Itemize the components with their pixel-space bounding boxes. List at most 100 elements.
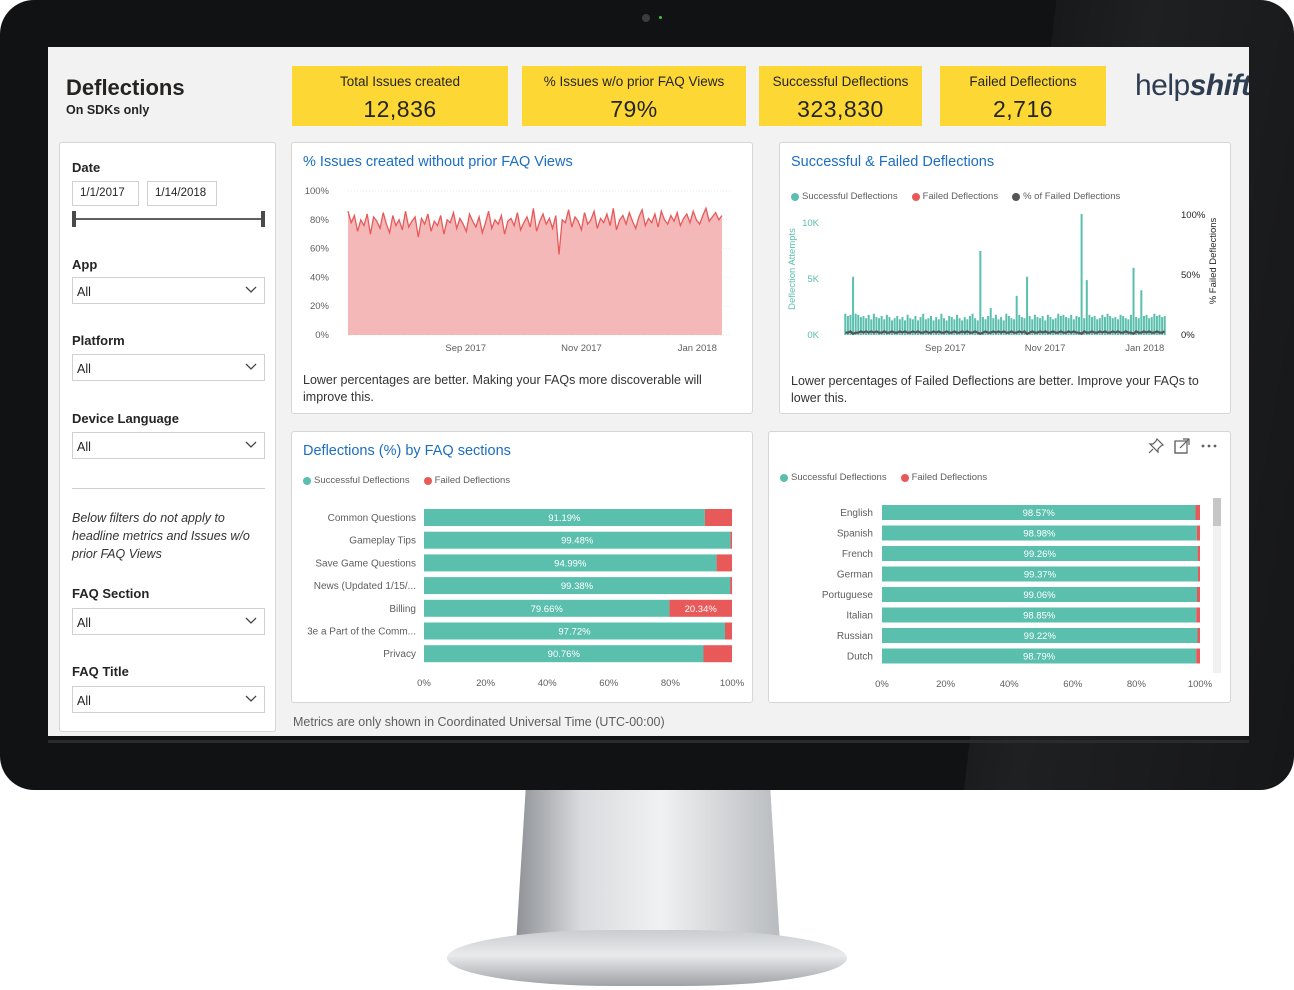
platform-dropdown[interactable]: All xyxy=(72,354,265,381)
kpi-issues-without-faq[interactable]: % Issues w/o prior FAQ Views 79% xyxy=(522,66,746,126)
legend-label: Successful Deflections xyxy=(802,191,898,202)
legend-item-successful[interactable]: Successful Deflections xyxy=(791,191,898,202)
logo-part-shift: shift xyxy=(1189,69,1249,102)
kpi-total-issues[interactable]: Total Issues created 12,836 xyxy=(292,66,508,126)
failed-bar-segment xyxy=(730,577,732,595)
successful-bar xyxy=(1090,317,1093,335)
successful-bar xyxy=(1101,314,1104,335)
y-tick-label: 0% xyxy=(315,330,329,341)
faq-title-dropdown-value: All xyxy=(77,694,91,708)
successful-bar xyxy=(919,317,922,335)
data-label: 99.26% xyxy=(1024,549,1057,560)
successful-bar xyxy=(1140,290,1143,335)
kpi-value: 2,716 xyxy=(992,96,1054,122)
successful-bar xyxy=(981,317,984,335)
successful-bar xyxy=(1054,318,1057,335)
area-fill xyxy=(348,208,722,335)
scrollbar-track[interactable] xyxy=(1213,498,1221,673)
successful-bar xyxy=(994,314,997,335)
successful-bar xyxy=(1020,317,1023,335)
device-language-dropdown[interactable]: All xyxy=(72,432,265,459)
pin-icon[interactable] xyxy=(1148,438,1164,454)
successful-bar xyxy=(924,319,927,335)
legend-item-failed[interactable]: Failed Deflections xyxy=(911,191,998,202)
webcam-led xyxy=(659,16,662,19)
category-label: Common Questions xyxy=(328,513,416,524)
y-tick-label: 80% xyxy=(310,215,330,226)
successful-bar xyxy=(1078,317,1081,335)
date-slider-end-handle[interactable] xyxy=(261,211,265,227)
x-tick-label: Jan 2018 xyxy=(678,343,717,354)
deflections-over-time-card[interactable]: Successful & Failed Deflections Successf… xyxy=(779,142,1231,414)
filter-note: Below filters do not apply to headline m… xyxy=(72,511,250,561)
language-deflections-card[interactable]: Successful Deflections Failed Deflection… xyxy=(768,431,1231,703)
successful-bar xyxy=(1153,313,1156,335)
successful-bar xyxy=(1093,316,1096,335)
successful-bar xyxy=(984,319,987,335)
legend-item-failed[interactable]: Failed Deflections xyxy=(423,475,510,486)
successful-bar xyxy=(922,313,925,335)
successful-bar-segment xyxy=(882,546,1198,561)
successful-bar xyxy=(862,316,865,335)
y-right-tick-label: 100% xyxy=(1181,210,1206,221)
successful-bar-segment xyxy=(882,566,1198,582)
scrollbar-thumb[interactable] xyxy=(1213,498,1221,526)
successful-bar xyxy=(961,320,964,335)
legend-item-successful[interactable]: Successful Deflections xyxy=(780,472,887,483)
kpi-successful-deflections[interactable]: Successful Deflections 323,830 xyxy=(759,66,922,126)
category-label: 3e a Part of the Comm... xyxy=(307,627,416,638)
device-language-dropdown-value: All xyxy=(77,440,91,454)
issues-without-faq-card[interactable]: % Issues created without prior FAQ Views… xyxy=(291,142,753,414)
category-label: Spanish xyxy=(837,529,873,540)
successful-bar xyxy=(1158,314,1161,335)
x-tick-label: Sep 2017 xyxy=(445,343,486,354)
date-slider-start-handle[interactable] xyxy=(72,211,76,227)
x-tick-label: 0% xyxy=(417,678,431,689)
successful-bar xyxy=(976,320,979,335)
x-tick-label: 80% xyxy=(1127,679,1147,690)
faq-sections-card[interactable]: Deflections (%) by FAQ sections Successf… xyxy=(291,431,753,703)
kpi-value: 323,830 xyxy=(797,96,884,122)
logo-part-help: help xyxy=(1135,69,1190,102)
chevron-down-icon xyxy=(245,441,257,448)
legend-item-pct-failed[interactable]: % of Failed Deflections xyxy=(1012,191,1120,202)
successful-bar xyxy=(1109,316,1112,335)
x-tick-label: 40% xyxy=(1000,679,1020,690)
successful-bar xyxy=(968,316,971,335)
legend-label: Failed Deflections xyxy=(911,472,988,483)
app-dropdown[interactable]: All xyxy=(72,277,265,304)
successful-bar xyxy=(852,276,855,335)
date-end-input[interactable]: 1/14/2018 xyxy=(147,181,217,206)
kpi-failed-deflections[interactable]: Failed Deflections 2,716 xyxy=(940,66,1106,126)
more-options-icon[interactable] xyxy=(1200,438,1218,454)
successful-bar xyxy=(966,319,969,335)
successful-bar xyxy=(844,313,847,335)
successful-bar-segment xyxy=(424,554,717,572)
successful-bar xyxy=(1005,313,1008,335)
failed-bar-segment xyxy=(1196,525,1200,541)
faq-section-dropdown[interactable]: All xyxy=(72,608,265,635)
successful-bar xyxy=(948,316,951,335)
successful-bar-segment xyxy=(424,599,670,617)
category-label: English xyxy=(840,508,873,519)
successful-bar xyxy=(885,314,888,335)
successful-bar xyxy=(891,320,894,335)
faq-title-dropdown[interactable]: All xyxy=(72,686,265,713)
focus-mode-icon[interactable] xyxy=(1174,438,1190,454)
data-label: 98.79% xyxy=(1023,652,1056,663)
successful-bar xyxy=(914,316,917,335)
legend-item-failed[interactable]: Failed Deflections xyxy=(900,472,988,483)
date-range-slider[interactable] xyxy=(73,218,265,220)
successful-bar xyxy=(917,320,920,335)
successful-bar xyxy=(1044,320,1047,335)
failed-bar-segment xyxy=(669,599,732,617)
date-start-input[interactable]: 1/1/2017 xyxy=(72,181,139,206)
kpi-label: % Issues w/o prior FAQ Views xyxy=(543,74,725,89)
successful-bar xyxy=(1083,318,1086,335)
successful-bar xyxy=(1127,319,1130,335)
monitor-chin xyxy=(48,740,1249,743)
successful-bar xyxy=(854,313,857,335)
dashboard-screen: Deflections On SDKs only Total Issues cr… xyxy=(48,47,1249,736)
successful-bar xyxy=(1057,313,1060,335)
legend-item-successful[interactable]: Successful Deflections xyxy=(303,475,410,486)
